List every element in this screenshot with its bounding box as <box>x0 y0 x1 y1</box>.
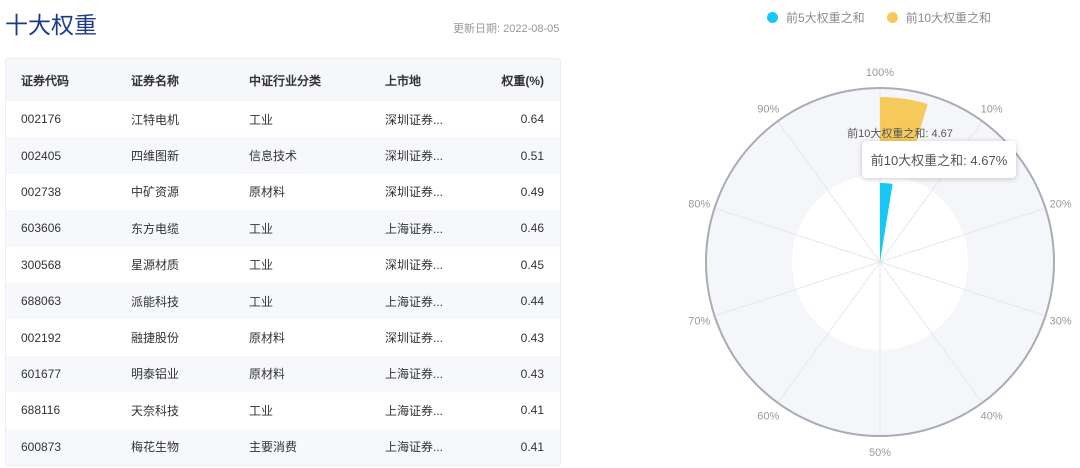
chart-legend: 前5大权重之和 前10大权重之和 <box>767 9 991 26</box>
split-line <box>777 261 881 404</box>
cell-exchange: 上海证券... <box>385 367 444 382</box>
header-code[interactable]: 证券代码 <box>21 73 70 88</box>
table-row[interactable]: 002176 江特电机 工业 深圳证券... 0.64 <box>6 101 560 137</box>
cell-exchange: 深圳证券... <box>385 112 444 127</box>
split-line <box>777 120 881 263</box>
angle-tick-label: 80% <box>688 198 710 210</box>
cell-code: 002738 <box>21 184 62 199</box>
table-row[interactable]: 002738 中矿资源 原材料 深圳证券... 0.49 <box>6 174 560 210</box>
legend-label: 前5大权重之和 <box>786 11 865 25</box>
legend-dot <box>886 12 898 23</box>
split-line <box>879 207 1046 263</box>
cell-name: 江特电机 <box>131 112 180 127</box>
top-holdings-table: 证券代码 证券名称 中证行业分类 上市地 权重(%) 002176 江特电机 工业深… <box>5 58 561 466</box>
table-row[interactable]: 300568 星源材质 工业 深圳证券... 0.45 <box>6 247 560 283</box>
angle-tick-label: 100% <box>866 67 894 79</box>
angle-tick-label: 70% <box>688 316 710 328</box>
cell-industry: 工业 <box>249 294 274 309</box>
cell-weight: 0.44 <box>520 294 544 309</box>
cell-code: 002192 <box>21 330 62 345</box>
cell-weight: 0.51 <box>520 148 544 163</box>
table-row[interactable]: 688063 派能科技 工业 上海证券... 0.44 <box>6 282 560 320</box>
header-weight[interactable]: 权重(%) <box>501 73 544 88</box>
cell-name: 星源材质 <box>131 258 180 273</box>
cell-industry: 信息技术 <box>249 149 298 164</box>
cell-name: 中矿资源 <box>131 185 180 200</box>
update-date: 更新日期: 2022-08-05 <box>453 23 560 35</box>
legend-dot <box>767 12 778 23</box>
cell-weight: 0.64 <box>520 112 544 127</box>
header-industry[interactable]: 中证行业分类 <box>249 73 322 88</box>
cell-weight: 0.46 <box>520 221 544 236</box>
table-row[interactable]: 688116 天奈科技 工业 上海证券... 0.41 <box>6 392 560 428</box>
cell-industry: 工业 <box>249 258 274 273</box>
table-header: 证券代码 证券名称 中证行业分类 上市地 权重(%) <box>6 59 560 101</box>
cell-industry: 原材料 <box>249 367 286 382</box>
cell-weight: 0.43 <box>520 330 544 345</box>
cell-code: 688063 <box>21 294 62 309</box>
header-exchange[interactable]: 上市地 <box>385 73 422 88</box>
table-row[interactable]: 002405 四维图新 信息技术 深圳证券... 0.51 <box>6 137 560 174</box>
cell-weight: 0.45 <box>520 257 544 272</box>
angle-tick-label: 30% <box>1050 316 1072 328</box>
cell-exchange: 深圳证券... <box>385 185 444 200</box>
cell-exchange: 上海证券... <box>385 294 444 309</box>
data-label: 前10大权重之和: 4.67 <box>847 126 953 140</box>
cell-code: 688116 <box>21 403 61 418</box>
cell-code: 600873 <box>21 439 62 454</box>
table-row[interactable]: 601677 明泰铝业 原材料 上海证券... 0.43 <box>6 355 560 393</box>
cell-name: 天奈科技 <box>131 403 180 418</box>
cell-code: 601677 <box>21 366 62 381</box>
bar-top5[interactable] <box>880 183 893 262</box>
cell-code: 603606 <box>21 221 62 236</box>
cell-name: 梅花生物 <box>131 440 180 455</box>
cell-weight: 0.41 <box>520 403 544 418</box>
angle-tick-label: 90% <box>757 103 779 115</box>
cell-exchange: 深圳证券... <box>385 331 444 346</box>
legend-item-top10[interactable]: 前10大权重之和 <box>886 9 992 26</box>
split-line <box>879 261 1046 317</box>
table-row[interactable]: 603606 东方电缆 工业 上海证券... 0.46 <box>6 210 560 247</box>
cell-exchange: 深圳证券... <box>385 258 444 273</box>
cell-exchange: 深圳证券... <box>385 149 444 164</box>
cell-exchange: 上海证券... <box>385 440 444 455</box>
cell-weight: 0.43 <box>520 366 544 381</box>
cell-industry: 原材料 <box>249 331 286 346</box>
angle-tick-label: 10% <box>981 103 1003 115</box>
cell-industry: 主要消费 <box>249 440 298 455</box>
legend-label: 前10大权重之和 <box>905 11 992 25</box>
cell-code: 300568 <box>21 257 62 272</box>
cell-weight: 0.41 <box>520 439 544 454</box>
cell-industry: 工业 <box>249 221 274 236</box>
table-row[interactable]: 002192 融捷股份 原材料 深圳证券... 0.43 <box>6 319 560 355</box>
angle-tick-label: 40% <box>981 411 1003 423</box>
cell-exchange: 上海证券... <box>385 221 444 236</box>
split-line <box>879 261 983 404</box>
cell-code: 002176 <box>21 112 62 127</box>
angle-tick-label: 60% <box>757 411 779 423</box>
cell-industry: 原材料 <box>249 185 286 200</box>
cell-weight: 0.49 <box>520 184 544 199</box>
cell-name: 东方电缆 <box>131 221 180 236</box>
angle-axis-line <box>705 87 1055 437</box>
cell-code: 002405 <box>21 148 62 163</box>
angle-tick-label: 20% <box>1050 198 1072 210</box>
section-title: 十大权重 <box>5 12 97 38</box>
cell-industry: 工业 <box>249 112 274 127</box>
cell-name: 四维图新 <box>131 149 180 164</box>
legend-item-top5[interactable]: 前5大权重之和 <box>767 9 865 26</box>
table-row[interactable]: 600873 梅花生物 主要消费 上海证券... 0.41 <box>6 428 560 465</box>
angle-tick-label: 50% <box>869 447 891 459</box>
cell-industry: 工业 <box>249 403 274 418</box>
split-line <box>714 207 881 263</box>
cell-name: 明泰铝业 <box>131 367 180 382</box>
cell-name: 融捷股份 <box>131 331 180 346</box>
split-line <box>714 261 881 317</box>
cell-exchange: 上海证券... <box>385 403 444 418</box>
cell-name: 派能科技 <box>131 294 180 309</box>
chart-tooltip: 前10大权重之和: 4.67% <box>862 141 1016 178</box>
header-name[interactable]: 证券名称 <box>131 73 180 88</box>
